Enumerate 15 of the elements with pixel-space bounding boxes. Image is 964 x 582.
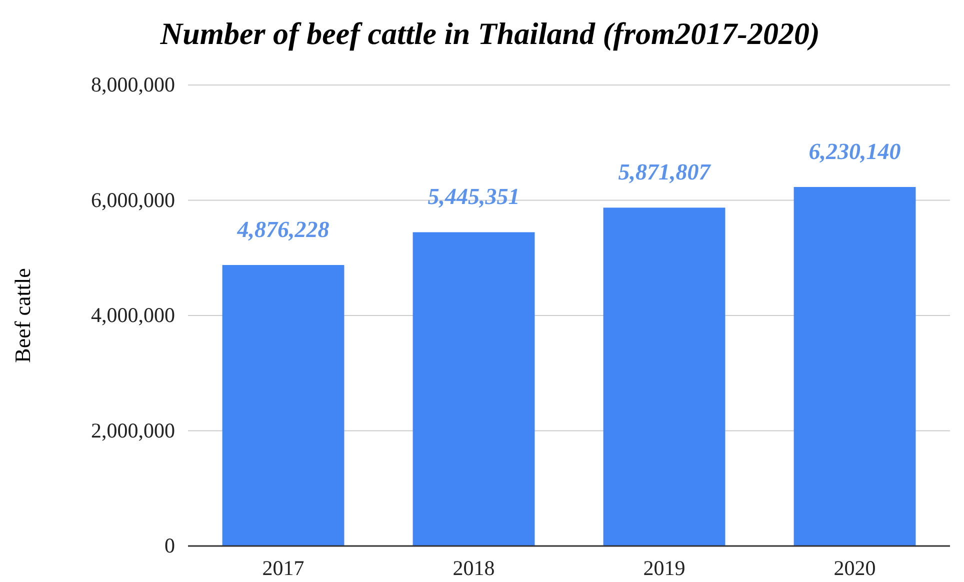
y-tick-label: 6,000,000 [91, 188, 175, 212]
data-label: 6,230,140 [808, 138, 902, 164]
data-label: 5,445,351 [428, 184, 520, 210]
y-tick-label: 8,000,000 [91, 72, 175, 97]
data-label: 5,871,807 [618, 160, 712, 185]
y-axis-title: Beef cattle [10, 268, 35, 363]
data-label: 4,876,228 [236, 217, 330, 242]
x-tick-label: 2020 [834, 556, 876, 580]
y-tick-label: 2,000,000 [91, 418, 175, 442]
x-tick-label: 2019 [643, 556, 686, 580]
x-tick-label: 2018 [452, 556, 495, 580]
y-tick-label: 0 [164, 534, 175, 558]
y-tick-label: 4,000,000 [91, 303, 175, 328]
x-tick-label: 2017 [262, 556, 304, 580]
chart-title: Number of beef cattle in Thailand (from2017-2020) [159, 16, 820, 51]
